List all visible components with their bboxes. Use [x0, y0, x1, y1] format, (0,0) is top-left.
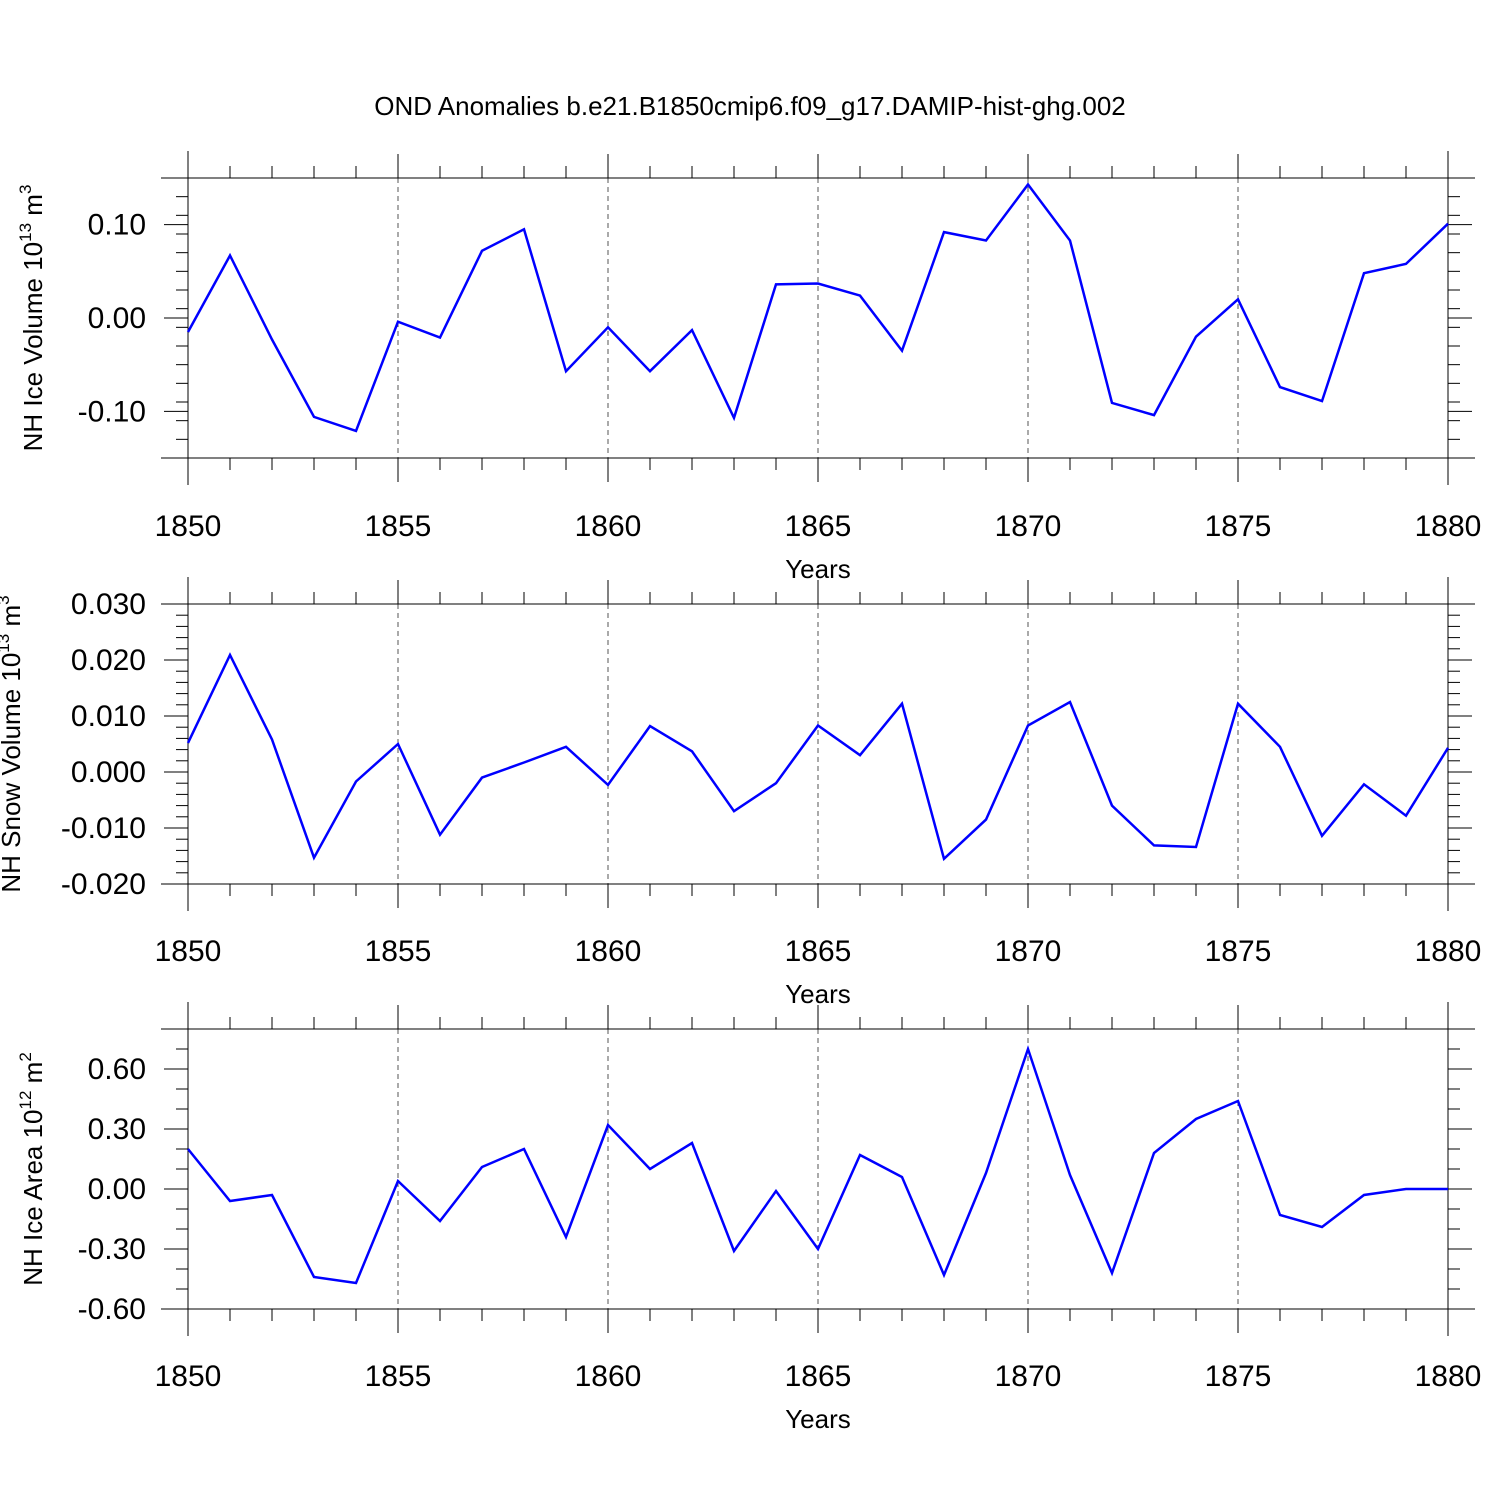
y-axis-title-text: NH Ice Volume 10: [18, 242, 48, 452]
x-tick-label: 1865: [785, 1360, 852, 1393]
x-tick-label: 1880: [1415, 1360, 1482, 1393]
y-tick-label: 0.000: [71, 756, 146, 789]
x-tick-label: 1870: [995, 935, 1062, 968]
x-tick-label: 1875: [1205, 510, 1272, 543]
y-tick-label: 0.00: [88, 1173, 146, 1206]
x-axis-title: Years: [785, 1404, 851, 1434]
x-tick-label: 1860: [575, 935, 642, 968]
y-axis-title-text: m: [18, 1062, 48, 1091]
y-axis-title-exponent: 13: [16, 223, 35, 242]
x-tick-label: 1855: [365, 1360, 432, 1393]
x-axis-title: Years: [785, 554, 851, 584]
y-axis-title-exponent: 2: [16, 1052, 35, 1061]
x-tick-label: 1870: [995, 1360, 1062, 1393]
y-axis-title-exponent: 13: [0, 634, 13, 653]
panel-3: 0.60 0.30 0.00 -0.30 -0.60 1850 1855 1860 1865 18…: [16, 1002, 1481, 1434]
y-tick-label: -0.020: [61, 868, 146, 901]
y-tick-label: 0.00: [88, 302, 146, 335]
y-tick-label: -0.60: [78, 1293, 146, 1326]
y-axis-title-exponent: 3: [16, 185, 35, 194]
chart-title: OND Anomalies b.e21.B1850cmip6.f09_g17.D…: [374, 91, 1126, 121]
y-axis-title: NH Ice Volume 1013 m3: [16, 185, 48, 452]
x-tick-label: 1860: [575, 510, 642, 543]
y-tick-label: 0.010: [71, 700, 146, 733]
y-axis-title-text: m: [18, 194, 48, 223]
y-tick-label: 0.020: [71, 644, 146, 677]
y-tick-label: -0.10: [78, 395, 146, 428]
y-axis-title-text: m: [0, 605, 26, 634]
y-axis-title-exponent: 3: [0, 595, 13, 604]
series-line: [186, 182, 1449, 433]
x-tick-label: 1880: [1415, 935, 1482, 968]
x-axis-title: Years: [785, 979, 851, 1009]
series-line: [187, 1045, 1448, 1285]
y-axis-title-text: NH Snow Volume 10: [0, 653, 26, 893]
x-tick-label: 1875: [1205, 1360, 1272, 1393]
x-tick-label: 1850: [155, 510, 222, 543]
x-tick-label: 1850: [155, 1360, 222, 1393]
y-tick-label: 0.30: [88, 1113, 146, 1146]
x-tick-label: 1880: [1415, 510, 1482, 543]
x-tick-label: 1860: [575, 1360, 642, 1393]
y-axis-title: NH Ice Area 1012 m2: [16, 1052, 48, 1286]
y-tick-label: 0.10: [88, 209, 146, 242]
y-tick-label: 0.60: [88, 1053, 146, 1086]
x-tick-label: 1870: [995, 510, 1062, 543]
y-tick-label: 0.030: [71, 588, 146, 621]
series-line: [186, 652, 1450, 862]
panel-2: 0.030 0.020 0.010 0.000 -0.010 -0.020 1850 1855…: [0, 577, 1481, 1009]
x-tick-label: 1855: [365, 510, 432, 543]
y-tick-label: -0.30: [78, 1233, 146, 1266]
x-tick-label: 1865: [785, 935, 852, 968]
x-tick-label: 1850: [155, 935, 222, 968]
x-tick-label: 1865: [785, 510, 852, 543]
panels: 0.10 0.00 -0.10 1850 1855 1860 1865 1870 1875 188…: [0, 151, 1481, 1434]
y-tick-label: -0.010: [61, 812, 146, 845]
y-axis-title-exponent: 12: [16, 1091, 35, 1110]
x-tick-label: 1855: [365, 935, 432, 968]
panel-1: 0.10 0.00 -0.10 1850 1855 1860 1865 1870 1875 188…: [16, 151, 1481, 584]
y-axis-title-text: NH Ice Area 10: [18, 1109, 48, 1285]
x-tick-label: 1875: [1205, 935, 1272, 968]
y-axis-title: NH Snow Volume 1013 m3: [0, 595, 26, 892]
